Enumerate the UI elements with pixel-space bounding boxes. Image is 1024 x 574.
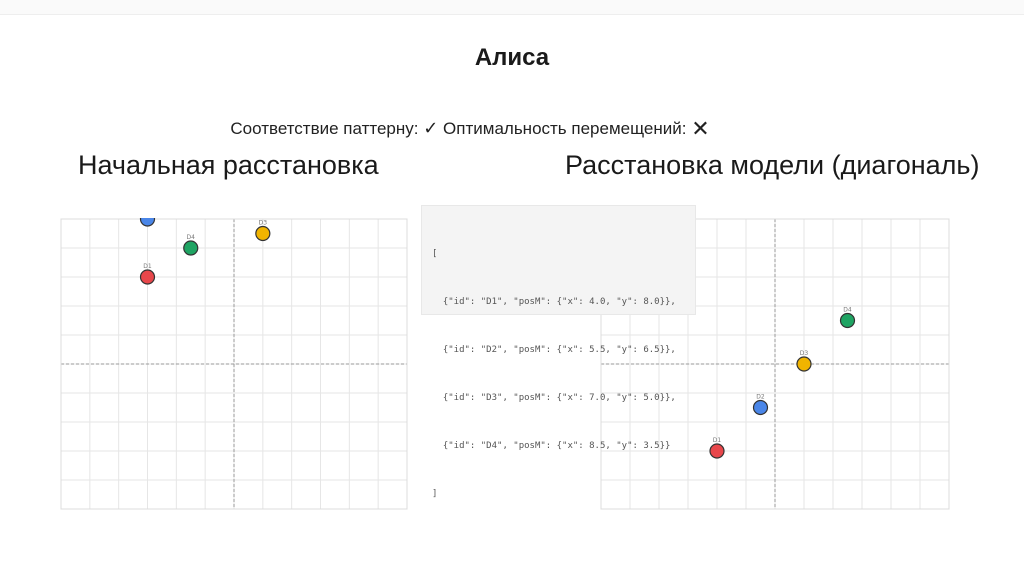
code-line: {"id": "D1", "posM": {"x": 4.0, "y": 8.0… [432, 297, 676, 307]
status-line: Соответствие паттерну: ✓ Оптимальность п… [0, 116, 940, 142]
point-d4 [839, 312, 856, 329]
point-label-d2: D2 [756, 394, 765, 401]
point-d2 [139, 218, 156, 227]
point-d2 [752, 399, 769, 416]
slide-title: Алиса [474, 44, 550, 71]
initial-arrangement-heading: Начальная расстановка [78, 150, 379, 180]
point-label-d3: D3 [259, 220, 268, 227]
cross-icon: ✕ [691, 116, 710, 141]
point-d1 [709, 443, 725, 459]
plot-border [600, 218, 950, 510]
optimality-label: Оптимальность перемещений: [443, 119, 687, 138]
code-line: {"id": "D2", "posM": {"x": 5.5, "y": 6.5… [432, 345, 676, 355]
point-label-d1: D1 [143, 263, 152, 270]
point-label-d4: D4 [187, 234, 196, 241]
point-d3 [255, 225, 271, 242]
point-d3 [796, 356, 812, 372]
code-line: {"id": "D3", "posM": {"x": 7.0, "y": 5.0… [432, 393, 676, 403]
model-arrangement-heading: Расстановка модели (диагональ) [565, 150, 980, 180]
code-line: ] [432, 489, 438, 499]
point-label-d4: D4 [843, 307, 852, 314]
code-line: {"id": "D4", "posM": {"x": 8.5, "y": 3.5… [432, 441, 671, 451]
point-label-d1: D1 [713, 437, 722, 444]
top-border [0, 0, 1024, 15]
positions-code-block: [ {"id": "D1", "posM": {"x": 4.0, "y": 8… [421, 205, 696, 499]
point-d1 [139, 269, 156, 285]
point-label-d3: D3 [800, 350, 809, 357]
code-line: [ [432, 249, 438, 259]
plot-border [60, 218, 408, 510]
point-d4 [183, 240, 199, 256]
checkmark-icon: ✓ [423, 118, 439, 138]
pattern-label: Соответствие паттерну: [230, 119, 419, 138]
